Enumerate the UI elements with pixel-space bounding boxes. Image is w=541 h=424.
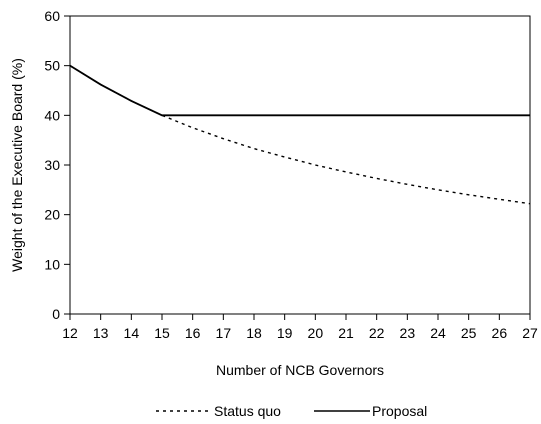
x-tick-label: 18 xyxy=(246,325,262,341)
series-line-proposal xyxy=(69,64,530,117)
x-axis: 12 13 14 15 16 17 18 19 20 21 22 23 24 25 26 27 xyxy=(62,314,538,341)
x-tick-label: 16 xyxy=(185,325,201,341)
series-layer xyxy=(69,64,531,205)
x-tick-label: 26 xyxy=(492,325,508,341)
x-tick-label: 17 xyxy=(216,325,232,341)
y-axis-title: Weight of the Executive Board (%) xyxy=(9,58,25,272)
x-axis-title: Number of NCB Governors xyxy=(216,362,384,378)
x-tick-label: 23 xyxy=(400,325,416,341)
y-tick-label: 50 xyxy=(44,58,60,74)
series-line-status-quo xyxy=(69,65,531,205)
y-axis: 0 10 20 30 40 50 60 xyxy=(44,8,70,322)
legend-label-status-quo: Status quo xyxy=(214,403,281,419)
x-tick-label: 27 xyxy=(522,325,538,341)
y-tick-label: 10 xyxy=(44,256,60,272)
x-tick-label: 15 xyxy=(154,325,170,341)
x-tick-label: 21 xyxy=(338,325,354,341)
y-tick-label: 0 xyxy=(52,306,60,322)
legend: Status quo Proposal xyxy=(156,403,427,419)
y-tick-label: 20 xyxy=(44,207,60,223)
x-tick-label: 13 xyxy=(93,325,109,341)
x-tick-label: 24 xyxy=(430,325,446,341)
plot-area xyxy=(69,15,531,315)
x-tick-label: 19 xyxy=(277,325,293,341)
y-tick-label: 30 xyxy=(44,157,60,173)
legend-label-proposal: Proposal xyxy=(372,403,427,419)
y-tick-label: 40 xyxy=(44,107,60,123)
x-tick-label: 20 xyxy=(308,325,324,341)
y-tick-label: 60 xyxy=(44,8,60,24)
x-tick-label: 25 xyxy=(461,325,477,341)
x-tick-label: 12 xyxy=(62,325,78,341)
x-tick-label: 14 xyxy=(124,325,140,341)
x-tick-label: 22 xyxy=(369,325,385,341)
